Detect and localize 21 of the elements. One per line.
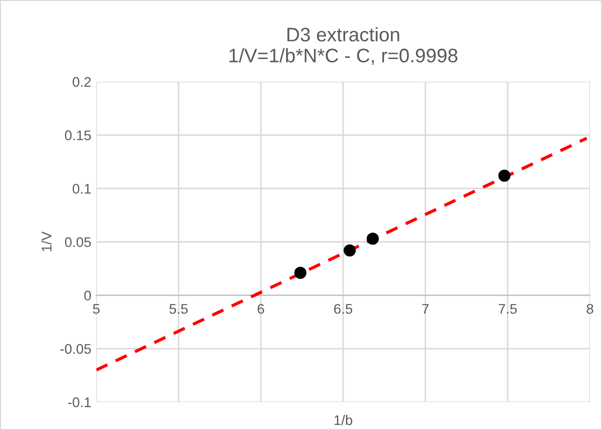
point [344,244,356,256]
point [366,232,379,245]
x-tick-label: 6 [258,304,264,314]
x-tick-label: 8 [586,304,594,314]
x-tick-label: 7.5 [498,304,517,314]
y-tick-label: -0.05 [60,344,91,354]
y-tick-label: 0.05 [64,237,91,248]
y-tick-label: 0 [84,290,91,300]
x-tick-label: 7 [422,304,429,314]
x-axis-title: 1/b [334,414,352,426]
y-axis-title: 1/V [41,232,52,252]
x-tick-label: 6.5 [334,304,352,314]
x-tick-label: 5.5 [169,304,188,314]
point [294,266,306,279]
y-tick-label: 0.1 [72,184,91,194]
y-tick-label: 0.15 [64,130,91,140]
chart-title: D3 extraction 1/V=1/b*N*C - C, r=0.9998 [230,27,458,65]
y-tick-label: -0.1 [68,397,91,408]
point [498,170,510,182]
x-tick-label: 5 [93,304,100,314]
y-tick-label: 0.2 [72,77,91,87]
